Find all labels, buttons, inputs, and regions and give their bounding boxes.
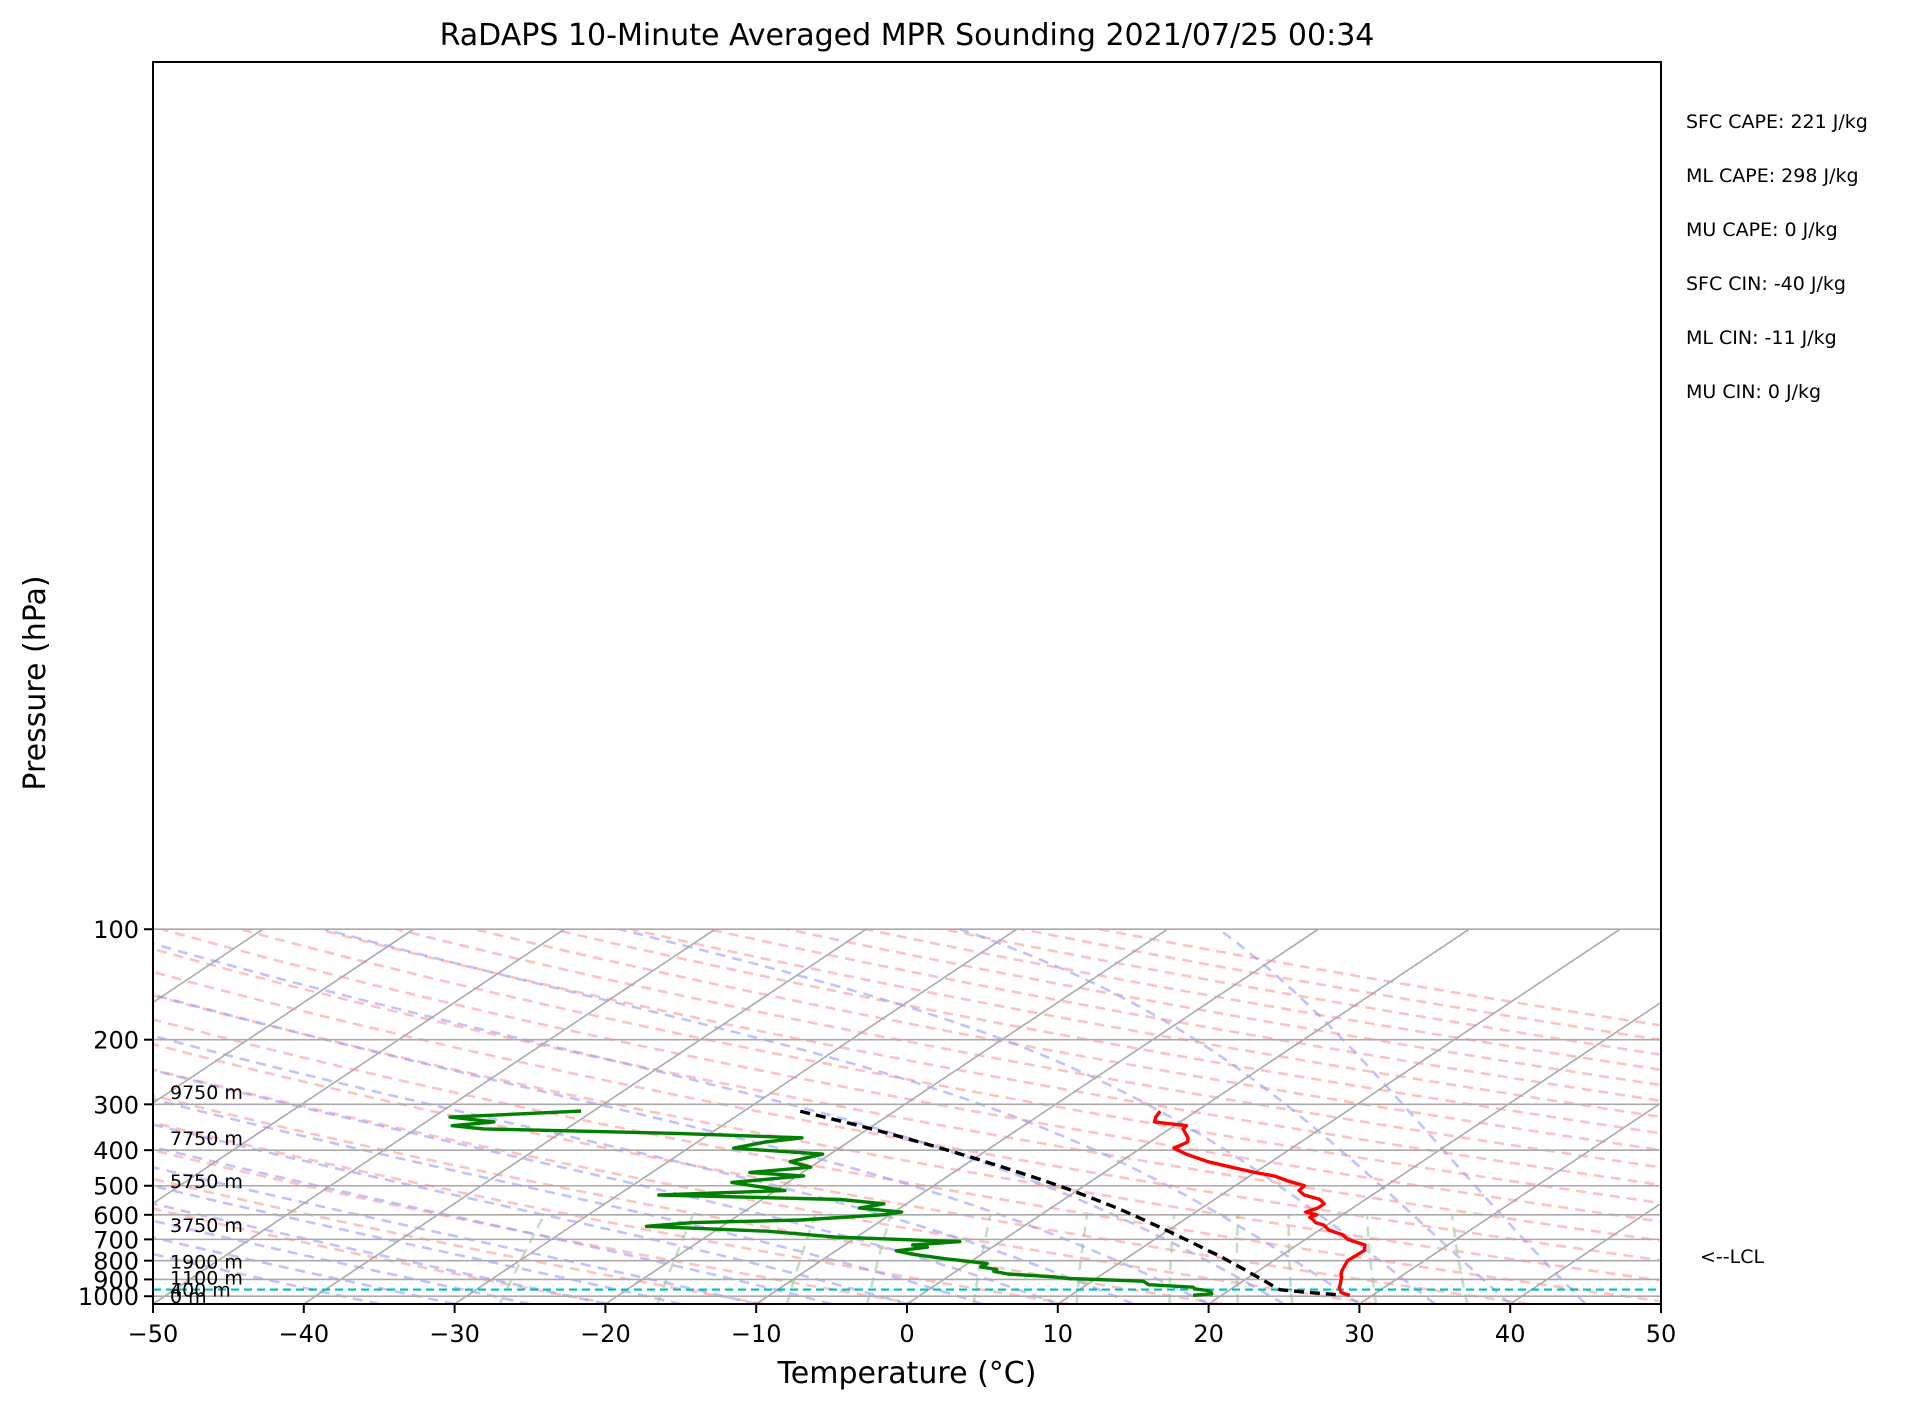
mixing-ratio-line bbox=[1365, 1214, 1378, 1304]
moist-adiabat-line bbox=[153, 1068, 1059, 1304]
y-tick-label: 300 bbox=[93, 1091, 139, 1119]
isotherm-line bbox=[153, 928, 716, 1304]
cape-cin-annotation: ML CAPE: 298 J/kg bbox=[1686, 165, 1859, 187]
dewpoint-line bbox=[448, 1109, 1214, 1297]
moist-adiabat-line bbox=[153, 1252, 380, 1304]
moist-adiabat-line bbox=[153, 1145, 832, 1304]
y-tick-label: 500 bbox=[93, 1173, 139, 1201]
x-tick-label: −50 bbox=[128, 1320, 179, 1348]
x-axis-ticks: −50 −40 −30 −20 −10 0 10 20 30 40 50 bbox=[128, 1304, 1677, 1348]
x-tick-label: −30 bbox=[429, 1320, 480, 1348]
mixing-ratio-line bbox=[498, 1214, 546, 1304]
cape-cin-annotation: SFC CAPE: 221 J/kg bbox=[1686, 111, 1868, 133]
height-label: 400 m bbox=[170, 1280, 231, 1302]
moist-adiabat-line bbox=[619, 927, 1436, 1304]
moist-adiabat-line bbox=[153, 1236, 455, 1304]
height-label: 3750 m bbox=[170, 1215, 243, 1237]
moist-adiabat-line bbox=[153, 942, 1285, 1304]
isotherm-line bbox=[1358, 1101, 1661, 1304]
y-tick-label: 900 bbox=[93, 1266, 139, 1294]
x-tick-label: −20 bbox=[580, 1320, 631, 1348]
chart-title: RaDAPS 10-Minute Averaged MPR Sounding 2… bbox=[440, 18, 1375, 53]
moist-adiabat-line bbox=[153, 1184, 682, 1304]
cape-cin-annotations: SFC CAPE: 221 J/kg ML CAPE: 298 J/kg MU CA… bbox=[1686, 111, 1868, 403]
dry-adiabat-line bbox=[153, 947, 1661, 1243]
x-tick-label: −40 bbox=[278, 1320, 329, 1348]
cape-cin-annotation: MU CIN: 0 J/kg bbox=[1686, 381, 1821, 403]
dry-adiabat-line bbox=[153, 1094, 1223, 1304]
dry-adiabat-line bbox=[317, 927, 1661, 1187]
height-label: 7750 m bbox=[170, 1128, 243, 1150]
mixing-ratio-line bbox=[1450, 1214, 1469, 1304]
y-tick-label: 700 bbox=[93, 1226, 139, 1254]
isotherm-line bbox=[303, 928, 867, 1304]
dry-adiabat-line bbox=[153, 1207, 612, 1304]
isotherm-line bbox=[153, 928, 264, 1004]
y-tick-label: 400 bbox=[93, 1137, 139, 1165]
y-axis-label: Pressure (hPa) bbox=[18, 575, 53, 790]
mixing-ratio-line bbox=[866, 1214, 893, 1304]
isotherm-line bbox=[1208, 1001, 1661, 1304]
y-tick-label: 100 bbox=[93, 916, 139, 944]
x-tick-label: 50 bbox=[1646, 1320, 1677, 1348]
isotherm-line bbox=[755, 928, 1319, 1304]
y-tick-label: 1000 bbox=[78, 1283, 139, 1311]
parcel-line bbox=[799, 1109, 1336, 1297]
dry-adiabat-line bbox=[153, 1042, 1529, 1304]
y-tick-label: 600 bbox=[93, 1202, 139, 1230]
isotherm-line bbox=[1057, 928, 1621, 1304]
height-label: 5750 m bbox=[170, 1171, 243, 1193]
cape-cin-annotation: ML CIN: -11 J/kg bbox=[1686, 327, 1837, 349]
temperature-line bbox=[1152, 1110, 1367, 1297]
isotherm-line bbox=[1509, 1202, 1661, 1304]
series-lines bbox=[448, 1109, 1367, 1297]
height-label: 1100 m bbox=[170, 1268, 243, 1290]
moist-adiabat-line bbox=[153, 1097, 983, 1304]
height-label: 9750 m bbox=[170, 1082, 243, 1104]
height-label: 0 m bbox=[170, 1286, 207, 1308]
moist-adiabat-line bbox=[324, 927, 1361, 1304]
x-axis-label: Temperature (°C) bbox=[777, 1356, 1037, 1391]
isotherm-line bbox=[1660, 1303, 1661, 1304]
x-tick-label: 10 bbox=[1043, 1320, 1074, 1348]
isotherm-line bbox=[454, 928, 1018, 1304]
dry-adiabat-line bbox=[153, 1068, 1376, 1304]
dry-adiabat-line bbox=[153, 993, 1661, 1282]
dry-adiabat-line bbox=[161, 927, 1661, 1223]
cape-cin-annotation: SFC CIN: -40 J/kg bbox=[1686, 273, 1846, 295]
dry-adiabat-line bbox=[153, 1121, 1070, 1304]
x-tick-label: −10 bbox=[731, 1320, 782, 1348]
dry-adiabat-line bbox=[153, 1149, 917, 1304]
moist-adiabat-line bbox=[153, 1219, 531, 1304]
moist-adiabat-line bbox=[153, 993, 1210, 1304]
dry-adiabat-line bbox=[395, 927, 1661, 1169]
x-tick-label: 20 bbox=[1193, 1320, 1224, 1348]
dry-adiabat-line bbox=[153, 1177, 764, 1304]
mixing-ratio-line bbox=[1075, 1214, 1089, 1304]
y-tick-label: 800 bbox=[93, 1248, 139, 1276]
cape-cin-annotation: MU CAPE: 0 J/kg bbox=[1686, 219, 1838, 241]
x-tick-label: 30 bbox=[1344, 1320, 1375, 1348]
x-tick-label: 0 bbox=[899, 1320, 914, 1348]
background-lines bbox=[153, 927, 1911, 1304]
lcl-label: <--LCL bbox=[1700, 1246, 1764, 1268]
x-tick-label: 40 bbox=[1495, 1320, 1526, 1348]
y-tick-label: 200 bbox=[93, 1027, 139, 1055]
moist-adiabat-line bbox=[959, 927, 1512, 1304]
isotherm-line bbox=[906, 928, 1470, 1304]
height-label: 1900 m bbox=[170, 1252, 243, 1274]
isotherm-line bbox=[1812, 929, 1911, 1304]
isotherm-line bbox=[153, 928, 565, 1205]
isotherm-line bbox=[604, 928, 1169, 1304]
mixing-ratio-line bbox=[656, 1214, 695, 1304]
dry-adiabat-line bbox=[1099, 927, 1661, 1027]
mixing-ratio-line bbox=[1287, 1214, 1294, 1304]
moist-adiabat-line bbox=[1218, 928, 1587, 1304]
moist-adiabat-line bbox=[153, 1202, 606, 1304]
isotherm-line bbox=[153, 928, 415, 1104]
